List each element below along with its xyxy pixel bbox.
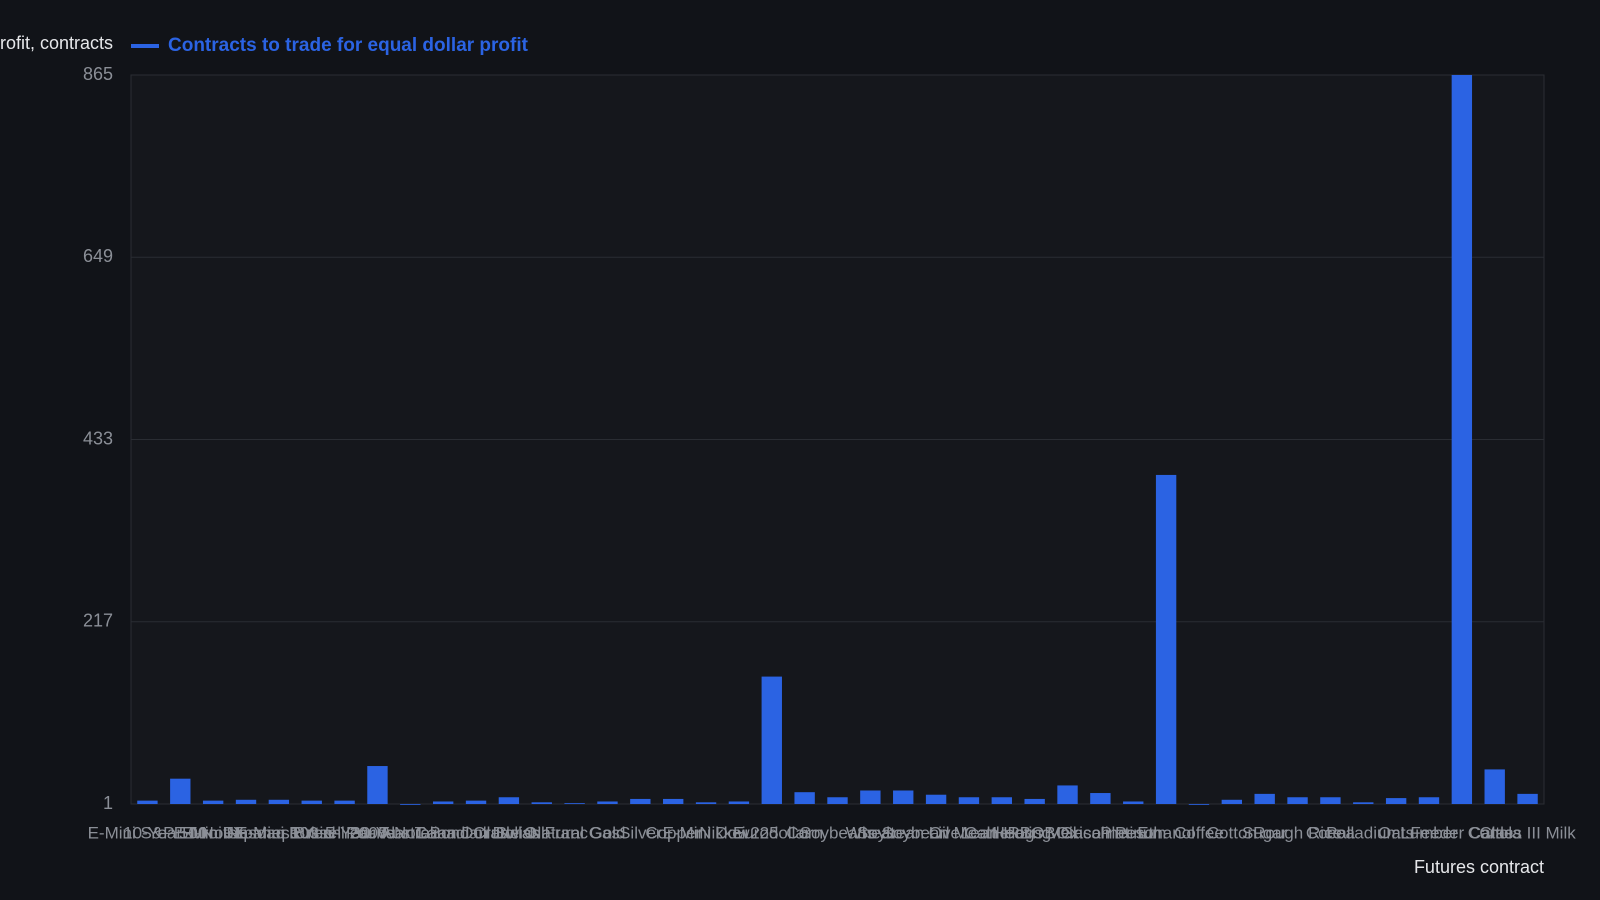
bar [531,802,552,804]
x-tick-label: Swiss Franc [495,823,588,842]
x-tick-label: Canola [1468,823,1522,842]
x-tick-label: 10-Year T-Note [123,823,237,842]
y-tick-label: 217 [83,611,113,631]
x-tick-label: Japanese Yen [225,823,332,842]
x-axis-label: Futures contract [1414,857,1544,877]
x-tick-label: Wheat [846,823,895,842]
legend-label: Contracts to trade for equal dollar prof… [168,35,529,56]
y-axis-label: Contracts to trade for equal dollar prof… [0,33,113,53]
bar [564,803,585,804]
bar [400,804,421,805]
bar [1155,474,1177,804]
x-tick-label: Coffee [1174,823,1224,842]
bar [1484,769,1505,804]
x-tick-label: Canadian Dollar [415,823,537,842]
x-tick-label: Soybeans [800,823,876,842]
x-tick-label: Sugar [1242,823,1288,842]
bar [695,802,717,804]
bar [630,798,651,804]
bar [1320,797,1341,804]
x-tick-label: Palladium [1326,823,1401,842]
bar [432,801,454,804]
bar [1254,793,1275,804]
x-tick-label: Soybean Oil [857,823,950,842]
x-tick-label: Soybean Meal [882,823,991,842]
bar [1418,797,1440,804]
x-tick-label: 30-Year T-Bond [351,823,469,842]
bar [1517,793,1538,804]
bar [137,800,158,804]
x-tick-label: Corn [786,823,823,842]
x-tick-label: Heating Oil [993,823,1077,842]
y-tick-label: 1 [103,793,113,813]
bar [1188,804,1210,805]
y-tick-label: 649 [83,246,113,266]
x-tick-label: Mexican Peso [1047,823,1154,842]
x-tick-label: RBOB Gasoline [1008,823,1128,842]
bar [367,766,388,804]
x-tick-label: Cocoa [1306,823,1356,842]
bar [1090,793,1111,804]
x-tick-label: E-Mini Nasdaq 100 [174,823,319,842]
bar [202,800,224,804]
bar [1287,797,1308,804]
bar [958,797,980,804]
x-tick-label: E-Mini Dow [663,823,751,842]
bar [991,797,1012,804]
bar [1123,801,1144,804]
bar [893,790,914,804]
y-tick-label: 433 [83,428,113,448]
bar [663,798,684,804]
x-tick-label: Silver [619,823,662,842]
bar [1024,798,1045,804]
x-tick-label: Australian Dollar [381,823,506,842]
bar [268,799,290,804]
x-tick-label: Lumber [1400,823,1458,842]
bar [1057,785,1078,804]
x-tick-label: Ethanol [1137,823,1195,842]
bar [794,792,815,804]
x-tick-label: Rough Rice [1253,823,1342,842]
bar [1451,75,1473,804]
y-tick-label: 865 [83,64,113,84]
x-tick-label: E-Mini Russell 2000 [236,823,387,842]
bar [334,800,355,804]
x-tick-label: Crude Oil [473,823,545,842]
bar [498,797,520,804]
x-tick-label: Platinum [1100,823,1166,842]
x-tick-label: Natural Gas [529,823,620,842]
bar [1353,802,1374,804]
bar [827,797,848,804]
x-tick-label: E-Mini S&P 500 [88,823,208,842]
bar [1385,798,1407,804]
bar [301,800,322,804]
x-tick-label: Nikkei 225 [699,823,778,842]
x-tick-label: Feeder Cattle [1410,823,1513,842]
bar [761,676,782,804]
bar [465,800,487,804]
bar [597,801,618,804]
x-tick-label: 5-Year T-Note [325,823,430,842]
x-tick-label: Euro FX [182,823,244,842]
bar [860,790,881,804]
x-tick-label: Class III Milk [1479,823,1576,842]
x-tick-label: Eurodollar [733,823,811,842]
x-tick-label: British Pound [294,823,395,842]
bar [170,778,191,804]
x-tick-label: Gold [590,823,626,842]
bar [235,799,257,804]
x-tick-label: Oats [1378,823,1414,842]
x-tick-label: Cotton [1207,823,1257,842]
bar [925,794,947,804]
x-tick-label: Live Cattle [929,823,1009,842]
x-tick-label: Lean Hogs [961,823,1043,842]
bar [728,801,750,804]
x-tick-label: Copper [645,823,701,842]
bar [1221,799,1243,804]
